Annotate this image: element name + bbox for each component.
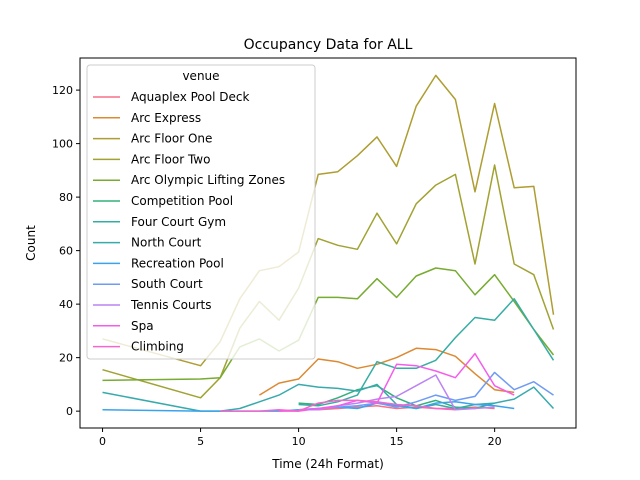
legend-label-arc-floor-two: Arc Floor Two (131, 152, 210, 166)
chart-title: Occupancy Data for ALL (244, 37, 413, 53)
legend-label-arc-express: Arc Express (131, 111, 201, 125)
legend-label-north-court: North Court (131, 236, 202, 250)
x-axis-label: Time (24h Format) (271, 457, 384, 471)
y-axis-label: Count (24, 225, 38, 261)
y-tick-label: 100 (52, 138, 73, 151)
legend-box (86, 64, 316, 360)
legend-label-arc-olympic-lifting-zones: Arc Olympic Lifting Zones (131, 173, 285, 187)
legend-label-recreation-pool: Recreation Pool (131, 256, 224, 270)
legend-label-arc-floor-one: Arc Floor One (131, 132, 212, 146)
legend-label-tennis-courts: Tennis Courts (130, 298, 212, 312)
y-axis: 0 20 40 60 80 100 120 (52, 84, 80, 418)
x-tick-label: 20 (488, 435, 502, 448)
y-tick-label: 60 (59, 245, 73, 258)
series-line-arc-express (259, 347, 515, 396)
plot-frame (79, 57, 577, 429)
y-tick-label: 80 (59, 191, 73, 204)
legend-label-aquaplex-pool-deck: Aquaplex Pool Deck (131, 90, 249, 104)
y-tick-label: 0 (66, 405, 73, 418)
y-tick-label: 120 (52, 84, 73, 97)
series-line-spa (279, 352, 515, 412)
legend: venue Aquaplex Pool Deck Arc Express Arc F… (86, 64, 316, 360)
y-tick-label: 20 (59, 352, 73, 365)
series-line-climbing (220, 399, 456, 412)
legend-label-spa: Spa (131, 319, 154, 333)
y-tick-label: 40 (59, 298, 73, 311)
x-tick-label: 5 (197, 435, 204, 448)
x-tick-label: 15 (390, 435, 404, 448)
legend-label-competition-pool: Competition Pool (131, 194, 233, 208)
x-tick-label: 0 (99, 435, 106, 448)
legend-label-four-court-gym: Four Court Gym (131, 215, 226, 229)
x-axis: 0 5 10 15 20 (99, 428, 502, 448)
series-line-north-court (102, 383, 555, 412)
series-line-south-court (298, 371, 554, 411)
legend-items: Aquaplex Pool Deck Arc Express Arc Floor O… (93, 90, 285, 354)
legend-label-climbing: Climbing (131, 340, 184, 354)
legend-label-south-court: South Court (131, 277, 203, 291)
x-tick-label: 10 (292, 435, 306, 448)
legend-title: venue (182, 69, 219, 83)
